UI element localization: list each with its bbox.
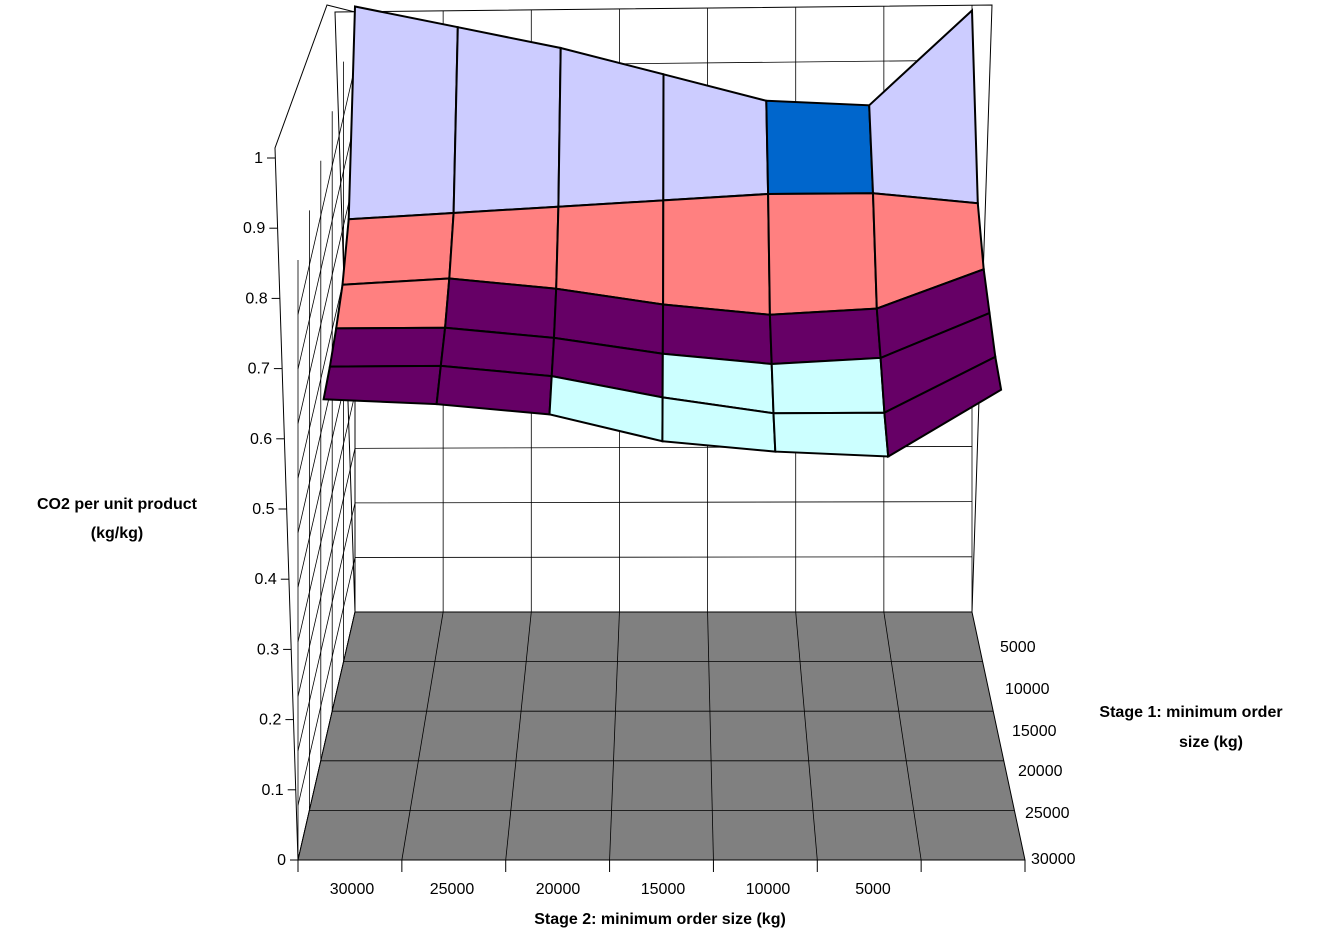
z-tick-label: 1 xyxy=(254,150,263,167)
surface-plot xyxy=(322,5,1003,459)
surface-patch xyxy=(770,356,886,415)
z-axis-title-line-2: (kg/kg) xyxy=(91,525,143,542)
y-tick-label: 10000 xyxy=(1005,681,1050,698)
z-tick-label: 0.6 xyxy=(250,431,272,448)
floor-gridline-x xyxy=(795,611,818,861)
surface-patch xyxy=(335,277,451,330)
left-wall-gridline xyxy=(297,121,356,370)
x-tick-label: 15000 xyxy=(641,881,686,898)
surface-patch xyxy=(452,25,562,215)
z-tick-label: 0 xyxy=(277,852,286,869)
surface-patch xyxy=(772,411,890,458)
z-tick-label: 0.4 xyxy=(255,571,277,588)
floor-gridline-x xyxy=(707,611,714,861)
chart-floor xyxy=(297,611,1026,861)
z-tick-label: 0.1 xyxy=(261,782,283,799)
floor-gridline-x xyxy=(609,611,620,861)
y-tick-label: 20000 xyxy=(1018,763,1063,780)
surface-patch xyxy=(557,46,665,208)
surface-patch xyxy=(555,199,665,306)
x-tick-label: 25000 xyxy=(430,881,475,898)
z-tick-label: 0.7 xyxy=(248,361,270,378)
z-tick-label: 0.9 xyxy=(243,220,265,237)
z-axis-title-line-1: CO2 per unit product xyxy=(37,496,198,513)
surface-patch xyxy=(765,99,875,196)
y-tick-label: 25000 xyxy=(1025,805,1070,822)
left-wall-gridline xyxy=(297,175,356,424)
y-tick-label: 15000 xyxy=(1012,723,1057,740)
y-axis-title-line-1: Stage 1: minimum order xyxy=(1099,704,1282,721)
y-axis-title-line-2: size (kg) xyxy=(1179,734,1243,751)
back-wall-gridline xyxy=(354,501,973,504)
left-wall-gridline xyxy=(297,502,356,751)
z-tick-label: 0.5 xyxy=(252,501,274,518)
x-tick-label: 30000 xyxy=(330,881,375,898)
x-tick-label: 5000 xyxy=(855,881,891,898)
surface-patch xyxy=(662,192,771,316)
left-wall-gridline xyxy=(297,393,356,642)
x-axis-title: Stage 2: minimum order size (kg) xyxy=(534,911,786,928)
axis-ticks: 0 0.1 0.2 0.3 0.4 0.5 0.6 0.7 0.8 0.9 1 30000 25000 2… xyxy=(243,150,1076,898)
y-tick-label: 30000 xyxy=(1031,851,1076,868)
x-tick-label: 10000 xyxy=(746,881,791,898)
surface-patch xyxy=(767,192,878,316)
floor-gridline-x xyxy=(883,611,922,861)
z-tick-label: 0.8 xyxy=(245,290,267,307)
z-tick-label: 0.3 xyxy=(257,641,279,658)
left-wall-gridline xyxy=(297,66,356,315)
left-wall-gridline xyxy=(297,557,356,806)
back-wall-gridline xyxy=(354,556,973,558)
floor-gridline-x xyxy=(505,611,532,861)
x-tick-label: 20000 xyxy=(536,881,581,898)
z-tick-label: 0.2 xyxy=(259,712,281,729)
surface-patch xyxy=(347,5,459,221)
surface-patch xyxy=(328,326,447,368)
surface-patch xyxy=(448,205,560,290)
floor-gridline-x xyxy=(401,611,444,861)
surface-patch xyxy=(768,307,882,366)
y-tick-label: 5000 xyxy=(1000,639,1036,656)
surface-patch xyxy=(322,364,442,406)
left-wall-gridline xyxy=(297,448,356,697)
surface-patch xyxy=(883,355,1003,459)
surface-patch xyxy=(341,211,455,286)
